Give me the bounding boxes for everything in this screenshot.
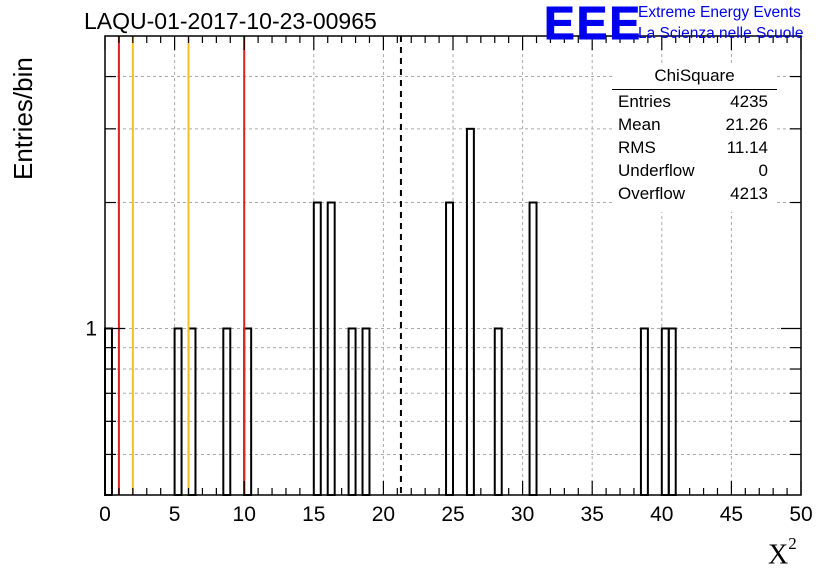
histogram-bar xyxy=(660,327,670,496)
x-tick-label: 25 xyxy=(441,503,464,526)
x-tick-label: 15 xyxy=(302,503,325,526)
histogram-bar xyxy=(312,201,322,496)
x-axis-label: X2 xyxy=(768,534,797,571)
stats-key: RMS xyxy=(618,138,656,157)
histogram-bar xyxy=(528,201,538,496)
histogram-bar xyxy=(173,327,183,496)
stats-key: Mean xyxy=(618,115,661,134)
stats-box-separator xyxy=(612,89,777,90)
x-tick-label: 50 xyxy=(789,503,812,526)
histogram-bar xyxy=(667,327,677,496)
histogram-bar xyxy=(493,327,503,496)
histogram-bar xyxy=(326,201,336,496)
stats-row-mean: Mean 21.26 xyxy=(618,115,768,137)
eee-logo-mark: EEE xyxy=(543,0,643,50)
histogram-bar xyxy=(187,327,197,496)
stats-box: ChiSquare Entries 4235 Mean 21.26 RMS 11… xyxy=(612,66,777,212)
x-tick-label: 0 xyxy=(99,503,111,526)
x-tick-label: 30 xyxy=(511,503,534,526)
histogram-bar xyxy=(361,327,371,496)
x-tick-label: 40 xyxy=(650,503,673,526)
x-tick-label: 10 xyxy=(233,503,256,526)
histogram-bar xyxy=(445,201,455,496)
histogram-bar xyxy=(104,327,113,496)
stats-value: 0 xyxy=(758,161,768,180)
histogram-bar xyxy=(639,327,649,496)
histogram-bar xyxy=(465,127,475,496)
histogram-bar xyxy=(243,327,253,496)
stats-row-underflow: Underflow 0 xyxy=(618,161,768,183)
histogram-bar xyxy=(222,327,232,496)
eee-logo-line1: Extreme Energy Events xyxy=(638,4,801,21)
stats-value: 21.26 xyxy=(725,115,768,134)
stats-key: Underflow xyxy=(618,161,695,180)
x-axis-label-base: X xyxy=(768,539,789,571)
stats-row-overflow: Overflow 4213 xyxy=(618,184,768,206)
chart-title: LAQU-01-2017-10-23-00965 xyxy=(84,8,377,34)
x-tick-label: 45 xyxy=(720,503,743,526)
stats-key: Entries xyxy=(618,92,671,111)
stats-key: Overflow xyxy=(618,184,686,203)
x-tick-label: 5 xyxy=(169,503,181,526)
y-tick-label: 1 xyxy=(85,317,97,340)
x-axis-label-sup: 2 xyxy=(788,534,797,553)
eee-logo-line2: La Scienza nelle Scuole xyxy=(638,25,804,42)
stats-row-rms: RMS 11.14 xyxy=(618,138,768,160)
x-tick-label: 35 xyxy=(581,503,604,526)
y-axis-label: Entries/bin xyxy=(8,57,38,180)
stats-box-title: ChiSquare xyxy=(654,66,735,85)
histogram-bar xyxy=(347,327,357,496)
stats-value: 4235 xyxy=(730,92,768,111)
stats-value: 11.14 xyxy=(726,138,768,157)
x-tick-label: 20 xyxy=(372,503,395,526)
stats-value: 4213 xyxy=(730,184,768,203)
stats-row-entries: Entries 4235 xyxy=(618,92,768,114)
